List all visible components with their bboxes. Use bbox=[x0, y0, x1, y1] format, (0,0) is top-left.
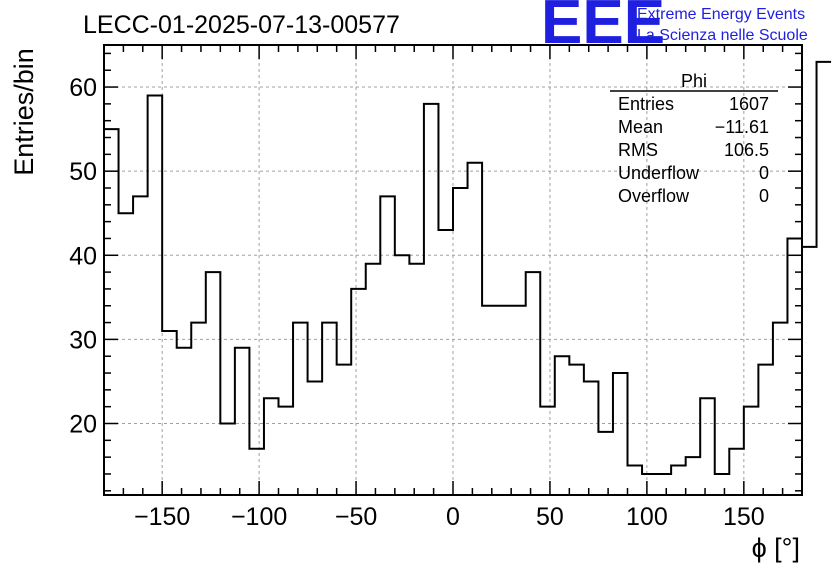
histogram-bin bbox=[657, 474, 672, 495]
y-tick-label: 50 bbox=[69, 158, 97, 186]
histogram-bin bbox=[671, 466, 686, 495]
x-tick-label: −150 bbox=[134, 503, 190, 531]
histogram-bin bbox=[293, 323, 308, 495]
histogram-bin bbox=[613, 373, 628, 495]
histogram-bin bbox=[191, 323, 206, 495]
tick-labels: −150 −100 −50 0 50 100 150 20 30 40 50 60 bbox=[69, 74, 765, 531]
histogram-bin bbox=[279, 407, 294, 495]
histogram-bin bbox=[628, 466, 643, 495]
x-tick-label: −50 bbox=[335, 503, 377, 531]
stats-label-mean: Mean bbox=[618, 117, 663, 137]
logo-mark: EEE bbox=[541, 0, 665, 57]
x-tick-label: 0 bbox=[446, 503, 460, 531]
y-tick-label: 40 bbox=[69, 242, 97, 270]
histogram-bin bbox=[438, 230, 453, 495]
histogram-bin bbox=[584, 381, 599, 495]
chart-title: LECC-01-2025-07-13-00577 bbox=[83, 11, 400, 39]
histogram-bin bbox=[133, 196, 148, 495]
histogram-bin bbox=[235, 348, 250, 495]
stats-box: Phi Entries 1607 Mean −11.61 RMS 106.5 U… bbox=[610, 71, 778, 206]
stats-label-underflow: Underflow bbox=[618, 163, 700, 183]
stats-value-underflow: 0 bbox=[759, 163, 769, 183]
histogram-bin bbox=[526, 272, 541, 495]
x-tick-label: 100 bbox=[626, 503, 668, 531]
stats-value-entries: 1607 bbox=[729, 94, 769, 114]
x-tick-label: 150 bbox=[723, 503, 765, 531]
histogram-bin bbox=[351, 289, 366, 495]
histogram-bin bbox=[773, 323, 788, 495]
y-tick-label: 20 bbox=[69, 411, 97, 439]
histogram-bin bbox=[642, 474, 657, 495]
histogram-bin bbox=[817, 62, 832, 495]
histogram-bin bbox=[686, 457, 701, 495]
histogram-bin bbox=[177, 348, 192, 495]
stats-value-rms: 106.5 bbox=[724, 140, 769, 160]
histogram-bin bbox=[220, 424, 235, 495]
stats-value-overflow: 0 bbox=[759, 186, 769, 206]
histogram-bin bbox=[700, 398, 715, 495]
x-tick-label: 50 bbox=[536, 503, 564, 531]
histogram-bin bbox=[729, 449, 744, 495]
histogram-bin bbox=[119, 213, 134, 495]
histogram-bin bbox=[569, 365, 584, 495]
plot-frame bbox=[103, 44, 803, 496]
histogram-bin bbox=[744, 407, 759, 495]
histogram-bin bbox=[468, 163, 483, 495]
histogram-bin bbox=[497, 306, 512, 495]
logo-line-1: Extreme Energy Events bbox=[637, 6, 805, 23]
histogram-bin bbox=[148, 95, 163, 495]
histogram-bin bbox=[380, 196, 395, 495]
stats-title: Phi bbox=[681, 71, 707, 91]
histogram-bin bbox=[511, 306, 526, 495]
histogram-bin bbox=[424, 104, 439, 495]
histogram-bin bbox=[715, 474, 730, 495]
logo-line-2: La Scienza nelle Scuole bbox=[637, 27, 808, 44]
histogram-bin bbox=[249, 449, 264, 495]
stats-label-entries: Entries bbox=[618, 94, 674, 114]
y-tick-label: 30 bbox=[69, 326, 97, 354]
ticks bbox=[104, 45, 802, 495]
histogram-bin bbox=[162, 331, 177, 495]
x-tick-label: −100 bbox=[231, 503, 287, 531]
histogram-bin bbox=[308, 381, 323, 495]
histogram-bin bbox=[598, 432, 613, 495]
y-tick-label: 60 bbox=[69, 74, 97, 102]
x-axis-label: ϕ [°] bbox=[752, 533, 800, 563]
histogram-bin bbox=[453, 188, 468, 495]
histogram-outline bbox=[104, 60, 832, 475]
histogram-bin bbox=[264, 398, 279, 495]
histogram-bin bbox=[758, 365, 773, 495]
histogram-bin bbox=[322, 323, 337, 495]
histogram-bin bbox=[366, 264, 381, 495]
stats-label-overflow: Overflow bbox=[618, 186, 690, 206]
stats-value-mean: −11.61 bbox=[715, 117, 769, 137]
histogram bbox=[104, 60, 832, 495]
histogram-bin bbox=[555, 356, 570, 495]
histogram-bin bbox=[206, 272, 221, 495]
histogram-bin bbox=[540, 407, 555, 495]
logo: EEE Extreme Energy Events La Scienza nel… bbox=[541, 0, 808, 57]
histogram-bin bbox=[409, 264, 424, 495]
histogram-bin bbox=[395, 255, 410, 495]
stats-label-rms: RMS bbox=[618, 140, 658, 160]
histogram-bin bbox=[337, 365, 352, 495]
histogram-bin bbox=[482, 306, 497, 495]
histogram-bin bbox=[802, 247, 817, 495]
y-axis-label: Entries/bin bbox=[9, 48, 39, 176]
